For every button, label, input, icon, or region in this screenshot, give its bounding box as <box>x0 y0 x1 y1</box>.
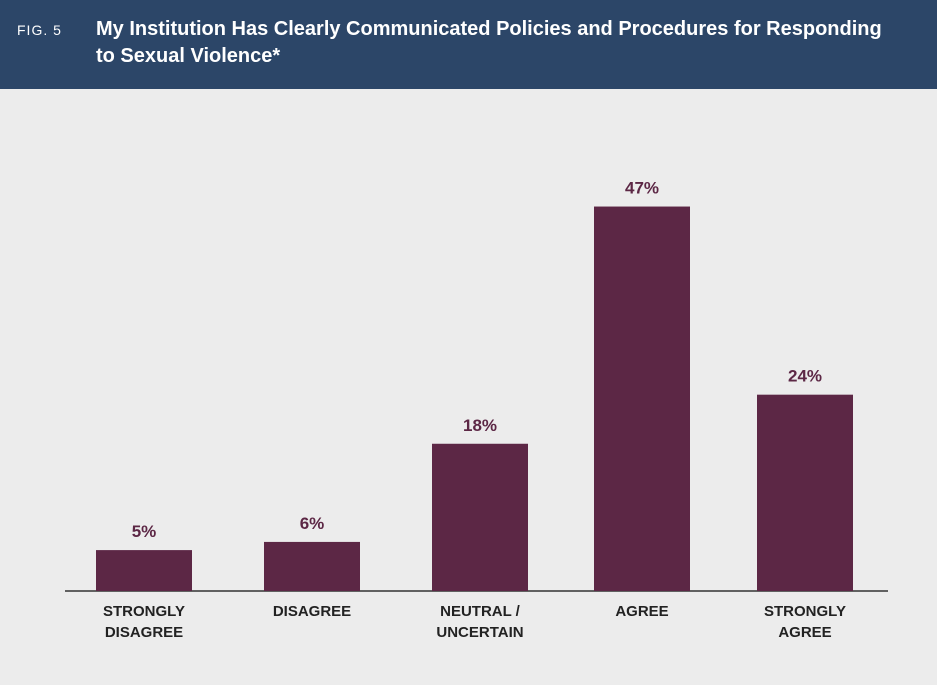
figure-number: FIG. 5 <box>17 22 62 38</box>
figure-header: FIG. 5 My Institution Has Clearly Commun… <box>0 0 937 89</box>
x-tick-label: AGREE <box>615 603 668 620</box>
bar-value-label: 18% <box>463 416 497 435</box>
plot-panel: 5% STRONGLY DISAGREE 6% DISAGREE 18% NEUTRAL /… <box>0 89 937 685</box>
bar-value-label: 24% <box>788 367 822 386</box>
x-tick-label: DISAGREE <box>105 624 183 641</box>
bar-value-label: 5% <box>132 522 157 541</box>
x-tick-label: AGREE <box>778 624 831 641</box>
bar-value-label: 6% <box>300 514 325 533</box>
bar <box>594 206 690 591</box>
x-tick-label: STRONGLY <box>103 603 185 620</box>
bar <box>96 550 192 591</box>
x-tick-label: DISAGREE <box>273 603 351 620</box>
bar-value-label: 47% <box>625 179 659 198</box>
x-tick-label: NEUTRAL / <box>440 603 521 620</box>
chart-title: My Institution Has Clearly Communicated … <box>96 18 882 67</box>
bar-chart: 5% STRONGLY DISAGREE 6% DISAGREE 18% NEUTRAL /… <box>65 179 888 641</box>
x-tick-label: STRONGLY <box>764 603 846 620</box>
bar <box>757 394 853 591</box>
bar <box>432 443 528 591</box>
bar <box>264 541 360 591</box>
x-tick-label: UNCERTAIN <box>436 624 523 641</box>
